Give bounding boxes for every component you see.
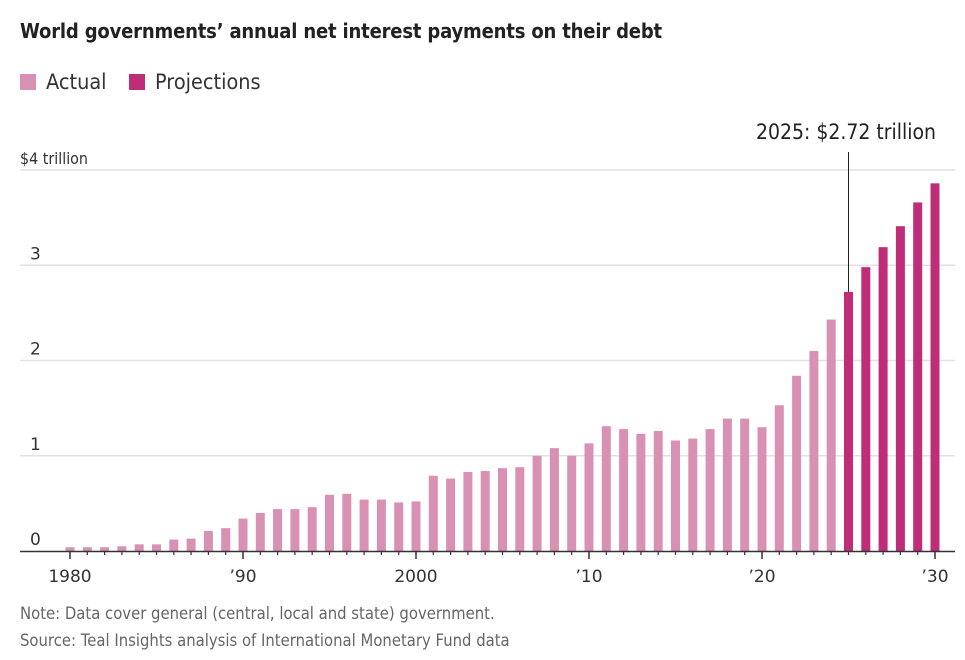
bar-1992 [273, 509, 283, 551]
bars [65, 183, 940, 551]
x-tick-label: 2000 [394, 567, 437, 587]
bar-1993 [290, 509, 300, 551]
y-tick-label: 1 [30, 435, 41, 455]
bar-1998 [376, 499, 386, 551]
bar-2000 [411, 501, 421, 551]
x-tick-label: ’90 [229, 567, 256, 587]
x-axis: 1980 ’90 2000 ’10 ’20 ’30 [20, 550, 955, 587]
bar-2002 [446, 478, 456, 551]
bar-2023 [809, 350, 819, 551]
bar-1980 [65, 547, 75, 551]
bar-2020 [757, 427, 767, 551]
legend-swatch-actual [20, 74, 36, 90]
bar-2030 [930, 183, 940, 551]
x-tick-label: 1980 [48, 567, 91, 587]
bar-1981 [82, 547, 92, 551]
bar-2007 [532, 455, 542, 551]
bar-2022 [792, 375, 802, 551]
bar-2005 [498, 468, 507, 551]
bar-1986 [169, 539, 179, 551]
bar-2013 [636, 433, 646, 551]
annotation: 2025: $2.72 trillion [756, 120, 936, 292]
legend-swatch-projections [128, 74, 145, 90]
bar-1988 [203, 530, 213, 551]
bar-2008 [549, 448, 559, 551]
bar-1997 [359, 499, 369, 551]
bar-1995 [325, 494, 334, 551]
bar-1982 [100, 547, 110, 551]
y-axis-labels: 0 1 2 3 $4 trillion [20, 149, 88, 550]
bar-2003 [463, 471, 473, 551]
y-tick-label: 0 [30, 530, 41, 550]
annotation-label: 2025: $2.72 trillion [756, 120, 936, 144]
bar-2021 [774, 405, 784, 551]
bar-1991 [255, 512, 265, 551]
note-text: Note: Data cover general (central, local… [20, 604, 495, 623]
bar-2015 [671, 440, 680, 551]
bar-2027 [878, 247, 888, 551]
bar-2024 [826, 319, 836, 551]
bar-2011 [601, 426, 611, 551]
y-tick-label: $4 trillion [20, 149, 88, 168]
bar-2016 [688, 438, 698, 551]
legend-item-projections: Projections [128, 70, 270, 94]
x-tick-label: ’10 [575, 567, 602, 587]
bar-1985 [152, 544, 161, 551]
bar-2029 [913, 202, 923, 551]
bar-2012 [619, 429, 629, 551]
bar-2017 [705, 429, 715, 551]
bar-1987 [186, 538, 196, 551]
x-tick-label: ’30 [921, 567, 948, 587]
bar-1984 [134, 544, 144, 551]
y-tick-label: 3 [30, 244, 41, 264]
bar-1990 [238, 518, 248, 551]
legend-label-projections: Projections [154, 70, 261, 94]
bar-2019 [740, 418, 750, 551]
chart-title: World governments’ annual net interest p… [20, 19, 662, 43]
source-text: Source: Teal Insights analysis of Intern… [20, 631, 510, 650]
bar-1994 [307, 507, 317, 551]
bar-2006 [515, 467, 525, 551]
bar-2001 [428, 475, 438, 551]
y-tick-label: 2 [30, 340, 41, 360]
bar-2010 [584, 443, 594, 551]
legend-item-actual: Actual [20, 70, 112, 94]
bar-2009 [567, 455, 577, 551]
bar-2004 [480, 470, 490, 551]
bar-2025 [844, 291, 853, 551]
x-tick-label: ’20 [748, 567, 775, 587]
bar-1996 [342, 493, 352, 551]
bar-1983 [117, 546, 127, 551]
bar-2014 [653, 430, 663, 551]
bar-1989 [221, 528, 231, 551]
bar-2026 [861, 267, 871, 551]
legend: Actual Projections [20, 70, 287, 94]
bar-1999 [394, 502, 404, 551]
legend-label-actual: Actual [46, 70, 107, 94]
bar-2028 [895, 226, 905, 551]
bar-2018 [722, 418, 732, 551]
